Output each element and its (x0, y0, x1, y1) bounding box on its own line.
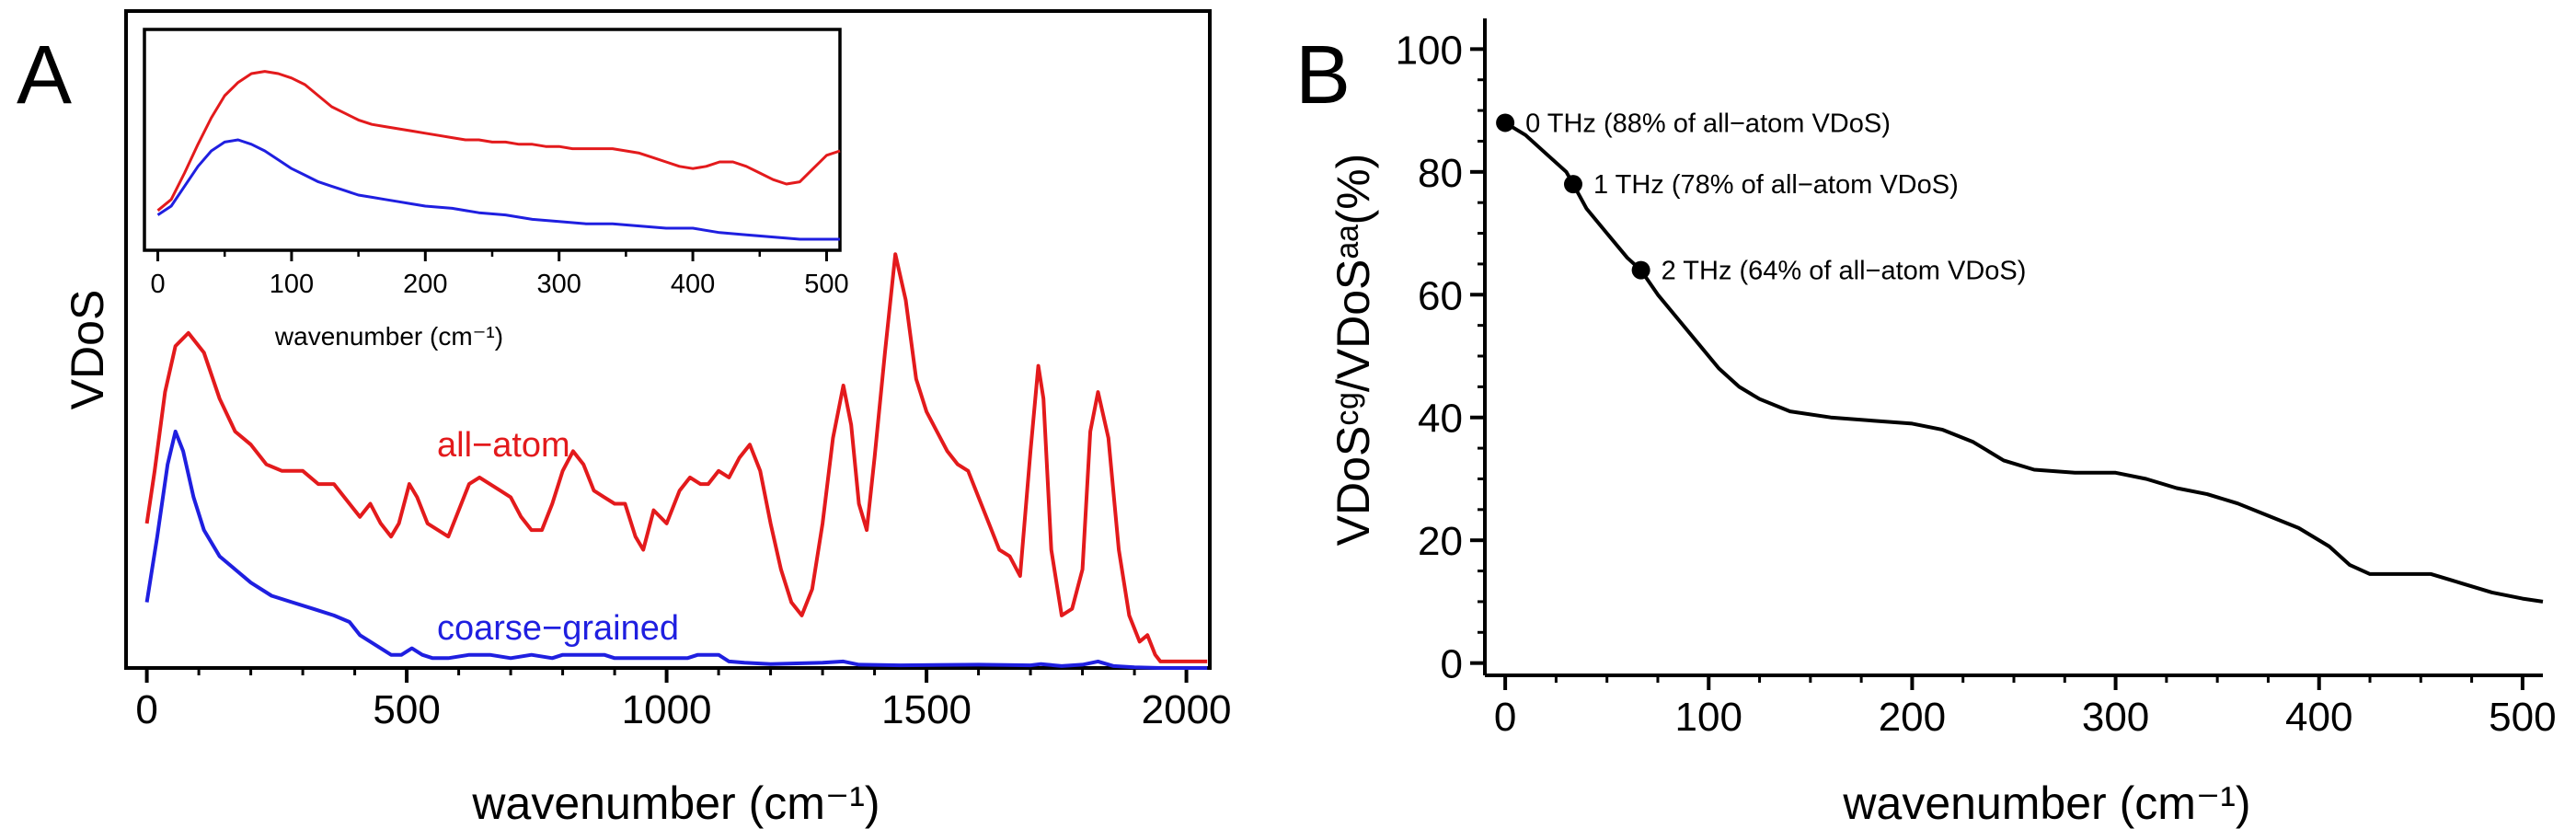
a-inset-x-tick-label: 0 (150, 270, 165, 299)
a-main-series-line-all-atom (144, 252, 1208, 663)
b-annotation-marker (1563, 175, 1582, 194)
b-x-tick-label: 300 (2082, 695, 2149, 740)
a-main-series-line-coarse-grained (144, 430, 1208, 670)
a-inset-series-line-coarse-grained (156, 138, 840, 241)
b-y-tick-label: 80 (1418, 151, 1463, 196)
b-x-axis-label: wavenumber (cm⁻¹) (1842, 777, 2250, 829)
b-x-tick-label: 100 (1675, 695, 1742, 740)
a-inset-plot-frame (143, 28, 842, 252)
panel-a-main-chart: VDoS wavenumber (cm⁻¹) 0 500 1000 1500 2000a… (62, 9, 1232, 829)
b-x-tick-label: 0 (1494, 695, 1516, 740)
panel-letter-a: A (17, 29, 72, 121)
b-annotation-label: 1 THz (78% of all−atom VDoS) (1593, 170, 1959, 200)
b-annotation-marker (1496, 113, 1515, 132)
b-annotation-label: 0 THz (88% of all−atom VDoS) (1525, 109, 1891, 138)
b-y-axis-label: VDoSᶜᵍ/VDoSᵃᵃ(%) (1328, 154, 1379, 547)
b-y-tick-label: 100 (1396, 28, 1463, 73)
b-x-tick-label: 200 (1879, 695, 1946, 740)
b-x-tick-label: 400 (2285, 695, 2352, 740)
a-main-x-tick-label: 2000 (1142, 687, 1232, 732)
b-x-tick-label: 500 (2489, 695, 2556, 740)
a-main-x-tick-label: 500 (373, 687, 440, 732)
a-inset-x-tick-label: 100 (270, 270, 314, 299)
panel-letter-b: B (1295, 29, 1351, 121)
a-inset-x-tick-label: 400 (671, 270, 715, 299)
a-main-x-tick-label: 1000 (622, 687, 712, 732)
b-y-tick-label: 0 (1441, 642, 1463, 687)
a-main-x-tick-label: 0 (135, 687, 157, 732)
a-inset-series-line-all-atom (156, 70, 841, 212)
a-main-y-axis-label: VDoS (62, 290, 113, 410)
a-main-x-tick-label: 1500 (881, 687, 972, 732)
b-y-tick-label: 40 (1418, 397, 1463, 442)
b-annotation-marker (1631, 260, 1650, 280)
a-inset-x-tick-label: 300 (536, 270, 581, 299)
panel-a-inset-chart: wavenumber (cm⁻¹) 0 100 200 300 400 500 (143, 28, 849, 351)
a-inset-x-axis-label: wavenumber (cm⁻¹) (274, 322, 503, 351)
b-ratio-curve (1504, 121, 2544, 604)
a-main-x-axis-label: wavenumber (cm⁻¹) (471, 777, 880, 829)
panel-b-chart: VDoSᶜᵍ/VDoSᵃᵃ(%) wavenumber (cm⁻¹) 0 100 2… (1328, 18, 2557, 829)
a-main-legend-coarse-grained: coarse−grained (437, 609, 679, 648)
a-main-legend-all-atom: all−atom (437, 426, 570, 465)
b-y-tick-label: 20 (1418, 519, 1463, 564)
b-annotation-label: 2 THz (64% of all−atom VDoS) (1662, 257, 2027, 286)
b-y-tick-label: 60 (1418, 273, 1463, 318)
a-inset-x-tick-label: 500 (804, 270, 848, 299)
a-inset-x-tick-label: 200 (403, 270, 447, 299)
